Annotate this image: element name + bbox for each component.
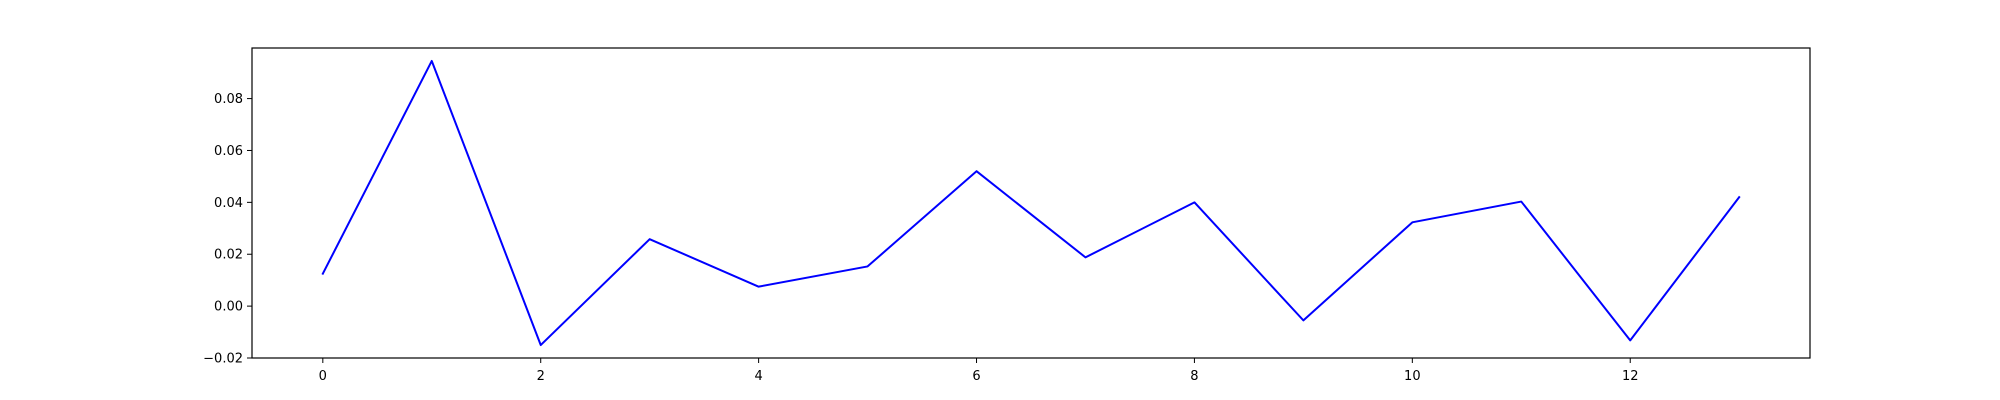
y-tick-label: 0.06	[214, 144, 243, 159]
y-tick-label: −0.02	[203, 352, 243, 367]
series-line-0	[321, 59, 1741, 347]
y-tick-label: 0.00	[214, 300, 243, 315]
x-tick-label: 12	[1622, 369, 1639, 384]
x-tick-label: 6	[972, 369, 980, 384]
y-tick-label: 0.04	[214, 196, 243, 211]
y-axis-ticks: −0.02 0.00 0.02 0.04 0.06 0.08	[203, 92, 252, 367]
y-tick-label: 0.02	[214, 248, 243, 263]
y-tick-label: 0.08	[214, 92, 243, 107]
x-tick-label: 4	[754, 369, 762, 384]
x-tick-label: 10	[1404, 369, 1421, 384]
x-tick-label: 8	[1190, 369, 1198, 384]
x-tick-label: 2	[537, 369, 545, 384]
series-layer	[321, 59, 1741, 347]
x-tick-label: 0	[319, 369, 327, 384]
plot-frame	[251, 47, 1811, 359]
x-axis-ticks: 0 2 4 6 8 10 12	[319, 358, 1639, 384]
